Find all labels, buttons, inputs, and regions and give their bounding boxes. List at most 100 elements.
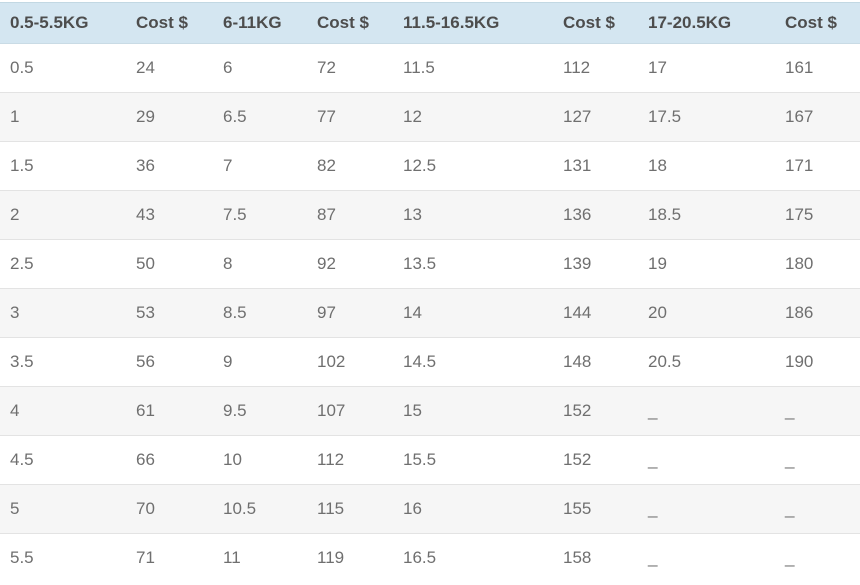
table-cell: 36	[136, 156, 155, 175]
column-header-weight-4: 17-20.5KG	[638, 2, 775, 44]
table-cell: 139	[563, 254, 592, 273]
column-header-cost-1: Cost $	[126, 2, 213, 44]
table-cell: 24	[136, 58, 155, 77]
table-cell: 4	[10, 401, 20, 420]
table-cell: 6.5	[223, 107, 247, 126]
table-cell: 3.5	[10, 352, 34, 371]
table-cell: 18	[648, 156, 667, 175]
table-cell: 12	[403, 107, 422, 126]
column-header-cost-3: Cost $	[553, 2, 638, 44]
table-cell: 17.5	[648, 107, 682, 126]
table-cell: 20	[648, 303, 667, 322]
table-cell: 175	[785, 205, 814, 224]
table-row: 4.5 66 10 112 15.5 152 _ _	[0, 435, 860, 485]
table-cell: 161	[785, 58, 814, 77]
table-cell: 4.5	[10, 450, 34, 469]
table-cell: 13.5	[403, 254, 437, 273]
table-cell: 19	[648, 254, 667, 273]
table-cell: 20.5	[648, 352, 682, 371]
table-cell: 180	[785, 254, 814, 273]
table-header: 0.5-5.5KG Cost $ 6-11KG Cost $ 11.5-16.5…	[0, 2, 860, 44]
table-cell: 9	[223, 352, 233, 371]
table-cell: 77	[317, 107, 336, 126]
table-cell: 10	[223, 450, 242, 469]
table-row: 2 43 7.5 87 13 136 18.5 175	[0, 190, 860, 240]
table-cell: 112	[317, 450, 345, 469]
table-cell: 5	[10, 499, 20, 518]
column-header-weight-2: 6-11KG	[213, 2, 307, 44]
table-cell: 12.5	[403, 156, 437, 175]
table-cell: 3	[10, 303, 20, 322]
table-cell: _	[785, 499, 795, 518]
table-cell: 190	[785, 352, 814, 371]
table-row: 1.5 36 7 82 12.5 131 18 171	[0, 141, 860, 191]
header-row: 0.5-5.5KG Cost $ 6-11KG Cost $ 11.5-16.5…	[0, 2, 860, 44]
table-cell: 112	[563, 58, 591, 77]
table-cell: 7	[223, 156, 233, 175]
table-cell: 9.5	[223, 401, 247, 420]
table-cell: 43	[136, 205, 155, 224]
table-cell: 186	[785, 303, 814, 322]
table-cell: 131	[563, 156, 592, 175]
table-body: 0.5 24 6 72 11.5 112 17 161 1 29 6.5 77 12 127 17.5 167…	[0, 43, 860, 582]
table-cell: 158	[563, 548, 592, 567]
table-cell: 66	[136, 450, 155, 469]
column-header-weight-3: 11.5-16.5KG	[393, 2, 553, 44]
table-cell: 14.5	[403, 352, 437, 371]
table-cell: 5.5	[10, 548, 34, 567]
table-cell: 171	[785, 156, 814, 175]
table-cell: 2.5	[10, 254, 34, 273]
table-cell: 115	[317, 499, 345, 518]
column-header-cost-2: Cost $	[307, 2, 393, 44]
table-row: 3 53 8.5 97 14 144 20 186	[0, 288, 860, 338]
table-cell: 102	[317, 352, 346, 371]
table-cell: 167	[785, 107, 814, 126]
table-cell: _	[785, 401, 795, 420]
table-row: 4 61 9.5 107 15 152 _ _	[0, 386, 860, 436]
table-cell: _	[785, 548, 795, 567]
table-cell: 97	[317, 303, 336, 322]
table-cell: 7.5	[223, 205, 247, 224]
table-cell: 1.5	[10, 156, 34, 175]
table-row: 5.5 71 11 119 16.5 158 _ _	[0, 533, 860, 582]
table-row: 2.5 50 8 92 13.5 139 19 180	[0, 239, 860, 289]
table-cell: 56	[136, 352, 155, 371]
table-row: 3.5 56 9 102 14.5 148 20.5 190	[0, 337, 860, 387]
table-cell: 152	[563, 450, 592, 469]
table-cell: 155	[563, 499, 592, 518]
table-cell: 82	[317, 156, 336, 175]
table-cell: 53	[136, 303, 155, 322]
table-cell: 71	[136, 548, 155, 567]
table-cell: 11.5	[403, 58, 435, 77]
table-cell: 11	[223, 548, 241, 567]
table-row: 1 29 6.5 77 12 127 17.5 167	[0, 92, 860, 142]
column-header-weight-1: 0.5-5.5KG	[0, 2, 126, 44]
table-row: 0.5 24 6 72 11.5 112 17 161	[0, 43, 860, 93]
table-cell: 15	[403, 401, 422, 420]
table-cell: 144	[563, 303, 592, 322]
table-cell: _	[648, 401, 658, 420]
table-cell: 127	[563, 107, 592, 126]
table-cell: 148	[563, 352, 592, 371]
table-cell: 29	[136, 107, 155, 126]
table-cell: 8	[223, 254, 233, 273]
table-cell: 136	[563, 205, 592, 224]
table-cell: 119	[317, 548, 345, 567]
table-cell: 107	[317, 401, 346, 420]
table-cell: 6	[223, 58, 233, 77]
table-cell: _	[648, 548, 658, 567]
table-cell: 92	[317, 254, 336, 273]
table-cell: 50	[136, 254, 155, 273]
table-cell: 17	[648, 58, 667, 77]
table-cell: 152	[563, 401, 592, 420]
table-cell: 2	[10, 205, 20, 224]
table-cell: 70	[136, 499, 155, 518]
table-cell: 13	[403, 205, 422, 224]
table-cell: 8.5	[223, 303, 247, 322]
table-cell: 72	[317, 58, 336, 77]
column-header-cost-4: Cost $	[775, 2, 860, 44]
table-cell: _	[648, 499, 658, 518]
table-cell: 61	[136, 401, 155, 420]
table-cell: 18.5	[648, 205, 682, 224]
